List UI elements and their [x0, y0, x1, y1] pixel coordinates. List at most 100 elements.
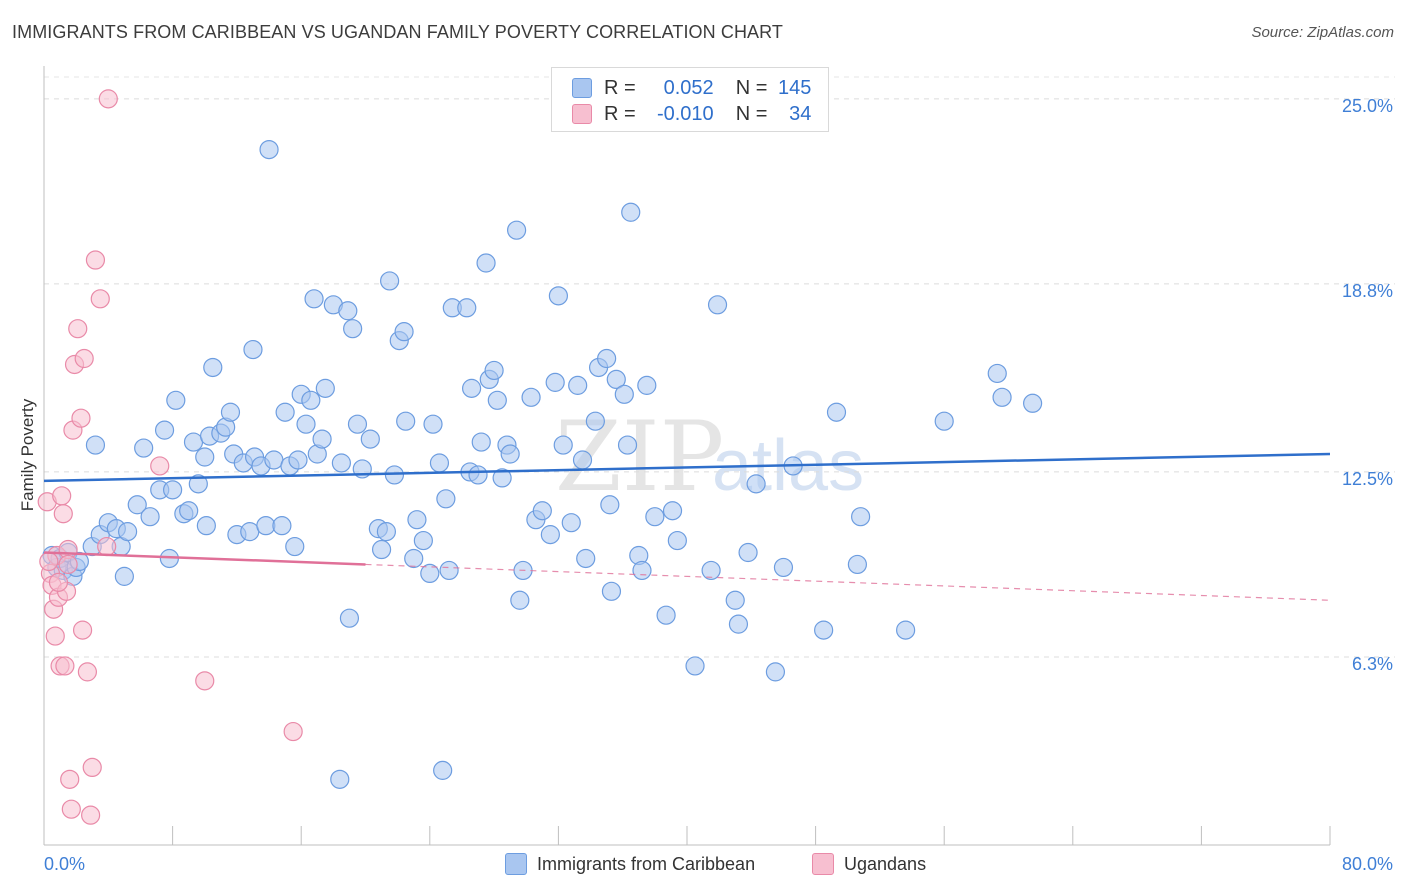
legend-r-label: R =	[604, 76, 636, 99]
caribbean-point	[188, 474, 208, 494]
caribbean-point	[429, 453, 450, 473]
chart-title: IMMIGRANTS FROM CARIBBEAN VS UGANDAN FAM…	[12, 22, 784, 42]
caribbean-point	[347, 414, 368, 434]
ugandan-point	[52, 486, 72, 506]
caribbean-point	[992, 387, 1012, 407]
caribbean-point	[725, 590, 745, 610]
caribbean-point	[339, 608, 360, 628]
chart-source: Source: ZipAtlas.com	[1251, 24, 1394, 41]
caribbean-point	[572, 450, 593, 470]
caribbean-point	[196, 516, 216, 536]
bottom-legend-label-ugandans: Ugandans	[844, 853, 927, 874]
ugandan-point	[283, 721, 303, 742]
caribbean-point	[561, 513, 581, 533]
caribbean-point	[1023, 393, 1043, 413]
caribbean-point	[275, 402, 295, 422]
ugandan-point	[85, 250, 106, 270]
caribbean-point	[413, 530, 433, 551]
caribbean-point	[140, 507, 160, 527]
caribbean-point	[166, 390, 186, 410]
caribbean-point	[331, 453, 351, 473]
y-tick-label: 25.0%	[1342, 96, 1393, 116]
caribbean-point	[701, 560, 721, 581]
ugandan-point	[72, 620, 93, 640]
caribbean-point	[288, 450, 308, 470]
caribbean-point	[436, 489, 456, 509]
legend-r-value: -0.010	[656, 102, 714, 125]
caribbean-point	[296, 414, 316, 434]
caribbean-point	[407, 510, 427, 530]
legend-row-ugandans: R = -0.010 N = 34	[572, 102, 811, 126]
caribbean-point	[484, 360, 504, 381]
ugandan-point	[77, 662, 98, 682]
caribbean-point	[301, 390, 321, 410]
caribbean-point	[114, 566, 134, 586]
legend-n-label: N =	[735, 76, 768, 99]
caribbean-point	[179, 501, 199, 521]
caribbean-point	[404, 548, 424, 569]
caribbean-point	[738, 542, 758, 563]
stats-legend: R = 0.052 N = 145 R = -0.010 N = 34	[551, 67, 829, 132]
legend-n-value: 145	[778, 76, 812, 99]
legend-r-value: 0.052	[663, 76, 714, 99]
caribbean-point	[826, 402, 847, 422]
caribbean-point	[127, 495, 147, 515]
caribbean-point	[461, 378, 482, 398]
caribbean-point	[645, 507, 665, 527]
caribbean-point	[667, 530, 687, 551]
caribbean-point	[256, 516, 276, 536]
caribbean-point	[163, 480, 183, 500]
caribbean-point	[765, 662, 786, 682]
caribbean-point	[476, 253, 496, 273]
caribbean-point	[500, 444, 520, 464]
caribbean-point	[203, 357, 223, 378]
caribbean-point	[376, 522, 396, 542]
caribbean-point	[240, 522, 260, 542]
bottom-legend-label-caribbean: Immigrants from Caribbean	[537, 853, 756, 874]
caribbean-point	[540, 525, 560, 545]
caribbean-point	[548, 286, 569, 306]
legend-swatch-ugandans	[572, 104, 592, 124]
ugandan-point	[98, 89, 118, 109]
legend-n-label: N =	[735, 102, 768, 125]
caribbean-point	[707, 295, 728, 315]
caribbean-point	[154, 420, 175, 440]
caribbean-point	[773, 557, 794, 578]
legend-swatch-caribbean	[572, 78, 592, 98]
ugandan-point	[61, 799, 81, 819]
caribbean-point	[492, 468, 512, 488]
ugandan-point	[82, 757, 102, 778]
caribbean-point	[468, 465, 488, 485]
caribbean-point	[685, 656, 705, 676]
caribbean-point	[510, 590, 530, 610]
ugandan-point	[195, 671, 215, 691]
caribbean-trend-line	[43, 452, 1331, 483]
caribbean-point	[987, 363, 1007, 384]
legend-row-caribbean: R = 0.052 N = 145	[572, 76, 811, 100]
caribbean-point	[471, 432, 491, 452]
ugandan-point	[55, 656, 75, 676]
caribbean-point	[433, 760, 453, 780]
caribbean-point	[338, 301, 358, 321]
x-tick-label-max: 80.0%	[1342, 854, 1393, 874]
caribbean-point	[272, 516, 292, 536]
caribbean-point	[851, 507, 871, 527]
y-tick-label: 12.5%	[1342, 469, 1393, 489]
ugandan-point	[68, 319, 88, 339]
caribbean-point	[606, 369, 626, 390]
caribbean-point	[814, 620, 834, 640]
caribbean-point	[360, 429, 380, 449]
caribbean-point	[423, 414, 443, 434]
caribbean-point	[600, 495, 620, 515]
caribbean-point	[621, 202, 641, 222]
caribbean-point	[662, 501, 683, 521]
caribbean-point	[85, 435, 106, 455]
caribbean-point	[439, 560, 459, 581]
caribbean-point	[632, 560, 652, 581]
caribbean-point	[656, 605, 676, 625]
caribbean-point	[487, 390, 507, 410]
caribbean-point	[617, 435, 638, 455]
caribbean-point	[285, 536, 305, 557]
ugandan-point	[48, 572, 69, 592]
caribbean-point	[896, 620, 916, 640]
